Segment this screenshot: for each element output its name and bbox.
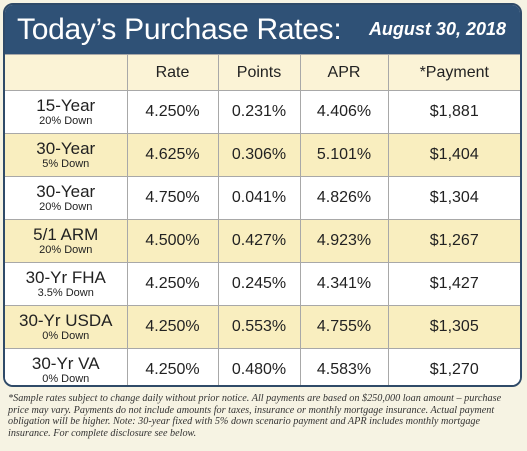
column-header-apr: APR	[299, 54, 389, 91]
rate-cell: 4.250%	[126, 305, 219, 349]
column-header-points: Points	[217, 54, 301, 91]
table-row: 5/1 ARM 20% Down 4.500% 0.427% 4.923% $1,…	[5, 219, 520, 263]
points-cell: 0.553%	[217, 305, 301, 349]
loan-type-cell: 5/1 ARM 20% Down	[5, 219, 128, 263]
points-cell: 0.306%	[217, 133, 301, 177]
loan-type-cell: 30-Year 5% Down	[5, 133, 128, 177]
rate-cell: 4.250%	[126, 348, 219, 385]
column-header-rate: Rate	[126, 54, 219, 91]
payment-cell: $1,305	[387, 305, 520, 349]
loan-down-payment: 20% Down	[39, 114, 93, 127]
table-row: 15-Year 20% Down 4.250% 0.231% 4.406% $1,…	[5, 90, 520, 134]
rate-cell: 4.750%	[126, 176, 219, 220]
loan-type-cell: 30-Yr USDA 0% Down	[5, 305, 128, 349]
column-header-loan	[5, 54, 128, 91]
loan-type-cell: 30-Year 20% Down	[5, 176, 128, 220]
loan-type-cell: 30-Yr FHA 3.5% Down	[5, 262, 128, 306]
points-cell: 0.231%	[217, 90, 301, 134]
rates-title: Today’s Purchase Rates:	[17, 12, 342, 46]
disclaimer-footnote: *Sample rates subject to change daily wi…	[8, 393, 502, 439]
payment-cell: $1,427	[387, 262, 520, 306]
rate-cell: 4.625%	[126, 133, 219, 177]
rates-date: August 30, 2018	[368, 19, 506, 39]
payment-cell: $1,304	[387, 176, 520, 220]
points-cell: 0.480%	[217, 348, 301, 385]
apr-cell: 4.826%	[299, 176, 389, 220]
rates-header: Today’s Purchase Rates: August 30, 2018	[5, 5, 520, 54]
loan-name: 30-Year	[36, 138, 96, 158]
table-row: 30-Yr VA 0% Down 4.250% 0.480% 4.583% $1,…	[5, 348, 520, 385]
loan-name: 30-Yr VA	[31, 353, 100, 373]
points-cell: 0.427%	[217, 219, 301, 263]
apr-cell: 4.583%	[299, 348, 389, 385]
rates-card: Today’s Purchase Rates: August 30, 2018 …	[3, 3, 522, 387]
points-cell: 0.041%	[217, 176, 301, 220]
rate-cell: 4.500%	[126, 219, 219, 263]
apr-cell: 4.341%	[299, 262, 389, 306]
loan-down-payment: 3.5% Down	[37, 286, 94, 299]
loan-type-cell: 15-Year 20% Down	[5, 90, 128, 134]
table-row: 30-Year 5% Down 4.625% 0.306% 5.101% $1,4…	[5, 133, 520, 177]
loan-name: 5/1 ARM	[33, 224, 99, 244]
loan-type-cell: 30-Yr VA 0% Down	[5, 348, 128, 385]
loan-down-payment: 0% Down	[42, 329, 90, 342]
payment-cell: $1,881	[387, 90, 520, 134]
table-header-row: Rate Points APR *Payment	[5, 54, 520, 91]
loan-down-payment: 0% Down	[42, 372, 90, 385]
loan-down-payment: 20% Down	[39, 200, 93, 213]
payment-cell: $1,270	[387, 348, 520, 385]
loan-down-payment: 20% Down	[39, 243, 93, 256]
column-header-payment: *Payment	[387, 54, 520, 91]
apr-cell: 5.101%	[299, 133, 389, 177]
table-row: 30-Year 20% Down 4.750% 0.041% 4.826% $1,…	[5, 176, 520, 220]
apr-cell: 4.755%	[299, 305, 389, 349]
rates-table: Rate Points APR *Payment 15-Year 20% Down…	[5, 54, 520, 385]
payment-cell: $1,267	[387, 219, 520, 263]
payment-cell: $1,404	[387, 133, 520, 177]
table-row: 30-Yr FHA 3.5% Down 4.250% 0.245% 4.341% …	[5, 262, 520, 306]
loan-name: 15-Year	[36, 95, 96, 115]
loan-down-payment: 5% Down	[42, 157, 90, 170]
points-cell: 0.245%	[217, 262, 301, 306]
loan-name: 30-Yr FHA	[25, 267, 106, 287]
table-row: 30-Yr USDA 0% Down 4.250% 0.553% 4.755% $…	[5, 305, 520, 349]
apr-cell: 4.923%	[299, 219, 389, 263]
rate-cell: 4.250%	[126, 262, 219, 306]
rate-cell: 4.250%	[126, 90, 219, 134]
loan-name: 30-Yr USDA	[18, 310, 113, 330]
apr-cell: 4.406%	[299, 90, 389, 134]
loan-name: 30-Year	[36, 181, 96, 201]
